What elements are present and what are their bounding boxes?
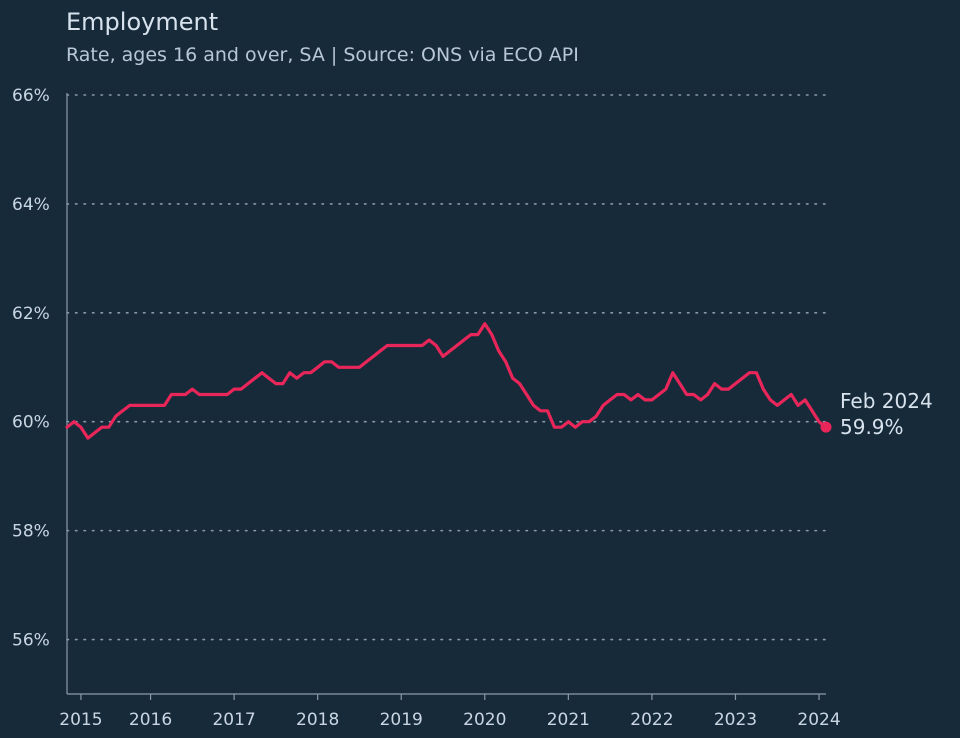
x-tick-label: 2018: [296, 710, 339, 730]
x-tick-label: 2015: [59, 710, 102, 730]
x-tick-label: 2019: [380, 710, 423, 730]
x-tick-label: 2016: [129, 710, 172, 730]
x-tick-label: 2022: [630, 710, 673, 730]
y-tick-label: 58%: [12, 522, 50, 542]
x-tick-label: 2020: [463, 710, 506, 730]
chart-subtitle: Rate, ages 16 and over, SA | Source: ONS…: [66, 44, 579, 66]
series-line: [65, 322, 828, 440]
y-tick-label: 56%: [12, 631, 50, 651]
y-tick-label: 62%: [12, 304, 50, 324]
y-tick-label: 64%: [12, 195, 50, 215]
end-point-date-label: Feb 2024: [840, 389, 933, 413]
x-tick-label: 2023: [714, 710, 757, 730]
x-tick-label: 2024: [797, 710, 840, 730]
end-point-value-label: 59.9%: [840, 415, 904, 439]
x-tick-label: 2017: [212, 710, 255, 730]
chart-title: Employment: [66, 8, 219, 36]
y-tick-label: 66%: [12, 86, 50, 106]
x-tick-label: 2021: [547, 710, 590, 730]
y-tick-label: 60%: [12, 413, 50, 433]
end-point-marker: [820, 421, 832, 433]
